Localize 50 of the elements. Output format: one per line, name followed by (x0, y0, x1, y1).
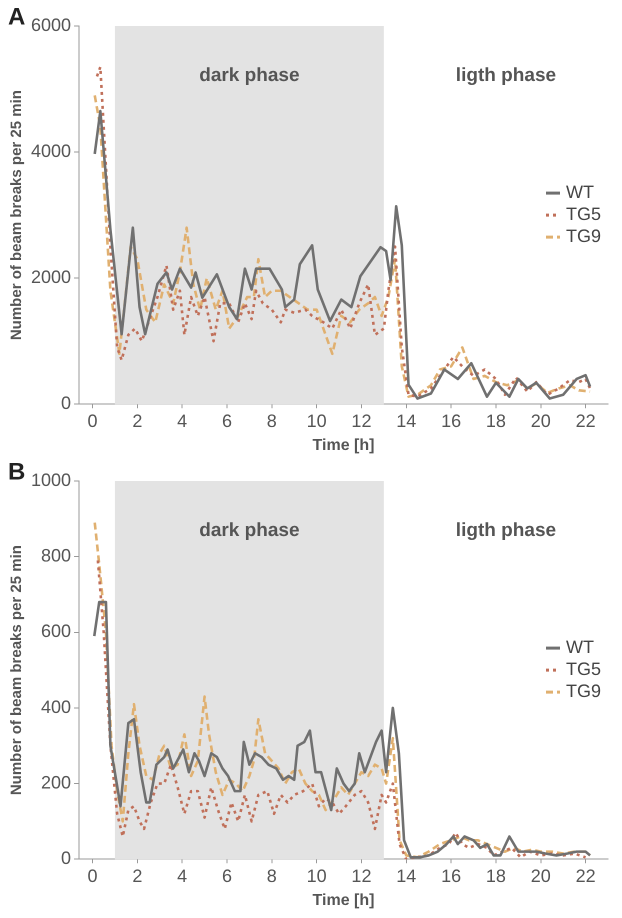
annotation: ligth phase (456, 65, 556, 86)
x-tick-label: 8 (266, 410, 277, 431)
x-axis-title: Time [h] (312, 892, 374, 909)
y-tick-label: 600 (40, 621, 72, 642)
x-tick-label: 18 (486, 410, 506, 431)
y-tick-label: 1000 (30, 470, 72, 490)
x-tick-label: 10 (306, 866, 327, 886)
x-tick-label: 4 (177, 866, 188, 886)
x-tick-label: 8 (266, 866, 277, 886)
x-tick-label: 10 (306, 410, 327, 431)
annotation: ligth phase (456, 520, 556, 542)
x-tick-label: 22 (576, 410, 596, 431)
x-tick-label: 0 (87, 866, 98, 886)
legend-label: TG9 (566, 681, 602, 702)
x-tick-label: 20 (530, 410, 551, 431)
legend-label: WT (566, 182, 594, 202)
y-tick-label: 2000 (30, 267, 72, 288)
legend-label: TG5 (566, 204, 602, 224)
y-tick-label: 400 (40, 696, 72, 717)
y-axis-title: Number of beam breaks per 25 min (8, 545, 26, 796)
x-tick-label: 16 (441, 410, 462, 431)
x-tick-label: 22 (576, 866, 596, 886)
chart-title: A (8, 4, 26, 31)
x-tick-label: 12 (351, 866, 372, 886)
x-tick-label: 18 (486, 866, 506, 886)
x-tick-label: 2 (132, 410, 142, 431)
y-tick-label: 0 (61, 393, 72, 414)
band-label: dark phase (199, 65, 300, 86)
y-tick-label: 4000 (30, 141, 72, 162)
y-tick-label: 6000 (30, 14, 72, 35)
x-tick-label: 14 (396, 410, 416, 431)
x-tick-label: 6 (222, 866, 232, 886)
y-tick-label: 0 (61, 848, 72, 868)
x-tick-label: 16 (441, 866, 462, 886)
x-tick-label: 20 (530, 866, 551, 886)
band-label: dark phase (199, 520, 300, 542)
x-tick-label: 6 (222, 410, 232, 431)
y-tick-label: 800 (40, 546, 72, 566)
x-tick-label: 0 (87, 410, 98, 431)
chart-title: B (8, 458, 26, 486)
y-tick-label: 200 (40, 772, 72, 793)
legend-label: WT (566, 637, 594, 658)
x-axis-title: Time [h] (312, 436, 374, 454)
y-axis-title: Number of beam breaks per 25 min (8, 90, 26, 340)
x-tick-label: 12 (351, 410, 372, 431)
x-tick-label: 4 (177, 410, 188, 431)
x-tick-label: 2 (132, 866, 142, 886)
legend-label: TG5 (566, 659, 602, 680)
legend-label: TG9 (566, 226, 602, 246)
x-tick-label: 14 (396, 866, 416, 886)
